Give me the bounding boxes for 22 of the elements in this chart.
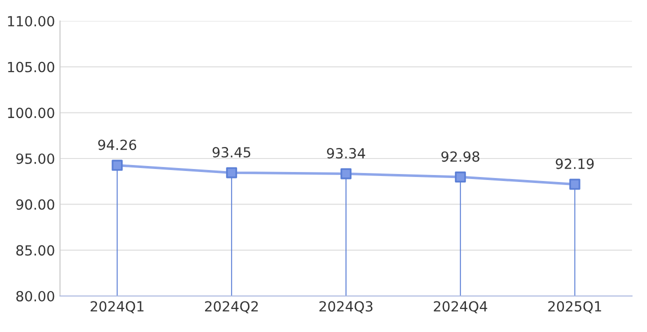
data-label: 94.26 [98,140,136,150]
point [454,172,466,183]
point [112,160,123,171]
x-tick-label: 2024Q2 [205,301,258,314]
y-tick-label: 95.00 [16,153,54,164]
x-tick-label: 2025Q1 [548,301,602,314]
point [226,167,238,178]
data-label: 92.98 [441,151,480,162]
point [569,178,580,190]
y-tick-label: 80.00 [16,290,54,302]
y-tick-label: 85.00 [16,245,54,256]
x-tick-label: 2024Q1 [90,301,144,314]
data-label: 92.19 [556,158,594,170]
y-tick-label: 105.00 [8,62,54,72]
x-tick-label: 2024Q4 [434,301,488,314]
data-label: 93.34 [326,148,366,159]
y-tick-label: 100.00 [8,108,54,118]
x-tick-label: 2024Q3 [319,301,372,314]
y-tick-label: 110.00 [8,16,54,26]
point [340,168,352,180]
data-label: 93.45 [212,147,250,158]
y-tick-label: 90.00 [16,199,54,210]
